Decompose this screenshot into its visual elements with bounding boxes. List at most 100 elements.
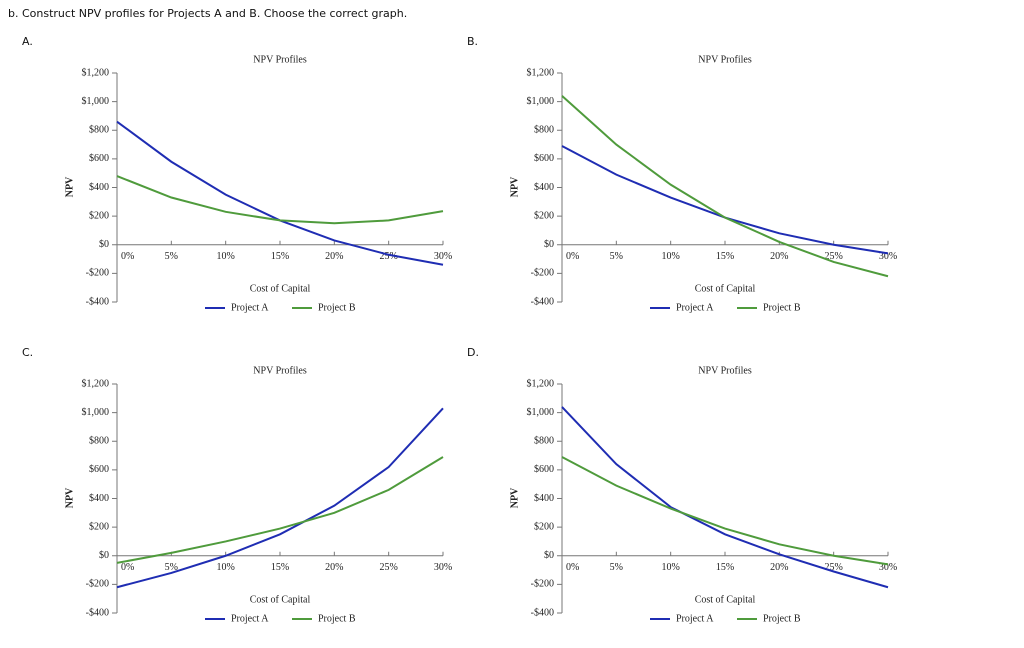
y-tick-label: $1,200 bbox=[82, 378, 110, 389]
y-tick-label: -$400 bbox=[531, 607, 554, 618]
y-axis-label: NPV bbox=[64, 176, 75, 197]
option-label: B. bbox=[467, 35, 478, 48]
y-tick-label: $800 bbox=[534, 436, 554, 447]
y-tick-label: -$400 bbox=[86, 296, 109, 307]
legend-label: Project A bbox=[231, 613, 269, 624]
x-axis-label: Cost of Capital bbox=[695, 283, 756, 294]
x-tick-label: 0% bbox=[121, 251, 134, 262]
x-tick-label: 10% bbox=[661, 562, 679, 573]
y-tick-label: $1,000 bbox=[82, 407, 110, 418]
y-tick-label: $400 bbox=[534, 493, 554, 504]
y-tick-label: $1,000 bbox=[527, 96, 555, 107]
x-tick-label: 30% bbox=[434, 251, 452, 262]
y-tick-label: -$400 bbox=[531, 296, 554, 307]
legend-label: Project A bbox=[676, 302, 714, 313]
y-tick-label: $200 bbox=[89, 210, 109, 221]
y-tick-label: -$400 bbox=[86, 607, 109, 618]
y-tick-label: $1,200 bbox=[82, 67, 110, 78]
y-tick-label: $0 bbox=[544, 550, 554, 561]
y-tick-label: -$200 bbox=[86, 268, 109, 279]
x-tick-label: 10% bbox=[216, 562, 234, 573]
chart-title: NPV Profiles bbox=[698, 54, 752, 65]
x-axis-label: Cost of Capital bbox=[250, 594, 311, 605]
x-tick-label: 15% bbox=[716, 251, 734, 262]
y-tick-label: -$200 bbox=[86, 579, 109, 590]
chart-panel: C. NPV Profiles NPV Cost of Capital -$400 -$2… bbox=[22, 346, 452, 624]
x-tick-label: 30% bbox=[434, 562, 452, 573]
y-axis-label: NPV bbox=[64, 487, 75, 508]
legend-label: Project B bbox=[763, 302, 801, 313]
npv-line bbox=[561, 95, 889, 278]
y-tick-label: $200 bbox=[534, 210, 554, 221]
y-tick-label: $0 bbox=[544, 239, 554, 250]
y-tick-label: $0 bbox=[99, 239, 109, 250]
chart-panel: D. NPV Profiles NPV Cost of Capital -$400 -$2… bbox=[467, 346, 897, 624]
npv-line bbox=[116, 407, 444, 589]
y-tick-label: -$200 bbox=[531, 268, 554, 279]
x-tick-label: 10% bbox=[216, 251, 234, 262]
chart-title: NPV Profiles bbox=[698, 365, 752, 376]
y-axis-label: NPV bbox=[509, 176, 520, 197]
npv-line bbox=[116, 175, 444, 225]
y-tick-label: $0 bbox=[99, 550, 109, 561]
y-tick-label: $200 bbox=[534, 521, 554, 532]
option-label: D. bbox=[467, 346, 479, 359]
x-tick-label: 30% bbox=[879, 251, 897, 262]
x-tick-label: 5% bbox=[610, 251, 623, 262]
x-tick-label: 15% bbox=[271, 251, 289, 262]
x-tick-label: 20% bbox=[770, 251, 788, 262]
chart-panel: B. NPV Profiles NPV Cost of Capital -$400 -$2… bbox=[467, 35, 897, 313]
legend-label: Project A bbox=[231, 302, 269, 313]
x-tick-label: 20% bbox=[770, 562, 788, 573]
x-axis-label: Cost of Capital bbox=[250, 283, 311, 294]
chart-title: NPV Profiles bbox=[253, 54, 307, 65]
x-tick-label: 15% bbox=[271, 562, 289, 573]
x-tick-label: 25% bbox=[824, 562, 842, 573]
y-tick-label: $400 bbox=[534, 182, 554, 193]
y-tick-label: $600 bbox=[534, 464, 554, 475]
y-tick-label: $800 bbox=[534, 125, 554, 136]
y-tick-label: $400 bbox=[89, 493, 109, 504]
x-axis-label: Cost of Capital bbox=[695, 594, 756, 605]
y-tick-label: $800 bbox=[89, 436, 109, 447]
y-tick-label: $800 bbox=[89, 125, 109, 136]
y-tick-label: $1,000 bbox=[527, 407, 555, 418]
y-tick-label: $1,000 bbox=[82, 96, 110, 107]
x-tick-label: 5% bbox=[610, 562, 623, 573]
y-tick-label: $400 bbox=[89, 182, 109, 193]
legend-label: Project A bbox=[676, 613, 714, 624]
y-axis-label: NPV bbox=[509, 487, 520, 508]
y-tick-label: $600 bbox=[534, 153, 554, 164]
x-tick-label: 5% bbox=[165, 562, 178, 573]
chart-title: NPV Profiles bbox=[253, 365, 307, 376]
y-tick-label: $1,200 bbox=[527, 378, 555, 389]
npv-line bbox=[561, 406, 889, 589]
y-tick-label: $1,200 bbox=[527, 67, 555, 78]
legend-label: Project B bbox=[763, 613, 801, 624]
question: b. Construct NPV profiles for Projects A… bbox=[8, 7, 407, 20]
y-tick-label: $200 bbox=[89, 521, 109, 532]
y-tick-label: $600 bbox=[89, 464, 109, 475]
y-tick-label: $600 bbox=[89, 153, 109, 164]
npv-line bbox=[561, 145, 889, 255]
option-label: A. bbox=[22, 35, 33, 48]
x-tick-label: 15% bbox=[716, 562, 734, 573]
npv-line bbox=[116, 456, 444, 564]
x-tick-label: 0% bbox=[566, 251, 579, 262]
legend-label: Project B bbox=[318, 613, 356, 624]
x-tick-label: 20% bbox=[325, 562, 343, 573]
x-tick-label: 25% bbox=[824, 251, 842, 262]
chart-panel: A. NPV Profiles NPV Cost of Capital -$400 -$2… bbox=[22, 35, 452, 313]
x-tick-label: 0% bbox=[121, 562, 134, 573]
npv-line bbox=[561, 456, 889, 566]
option-label: C. bbox=[22, 346, 33, 359]
x-tick-label: 20% bbox=[325, 251, 343, 262]
x-tick-label: 25% bbox=[379, 251, 397, 262]
legend-label: Project B bbox=[318, 302, 356, 313]
x-tick-label: 30% bbox=[879, 562, 897, 573]
y-tick-label: -$200 bbox=[531, 579, 554, 590]
x-tick-label: 10% bbox=[661, 251, 679, 262]
x-tick-label: 5% bbox=[165, 251, 178, 262]
x-tick-label: 25% bbox=[379, 562, 397, 573]
